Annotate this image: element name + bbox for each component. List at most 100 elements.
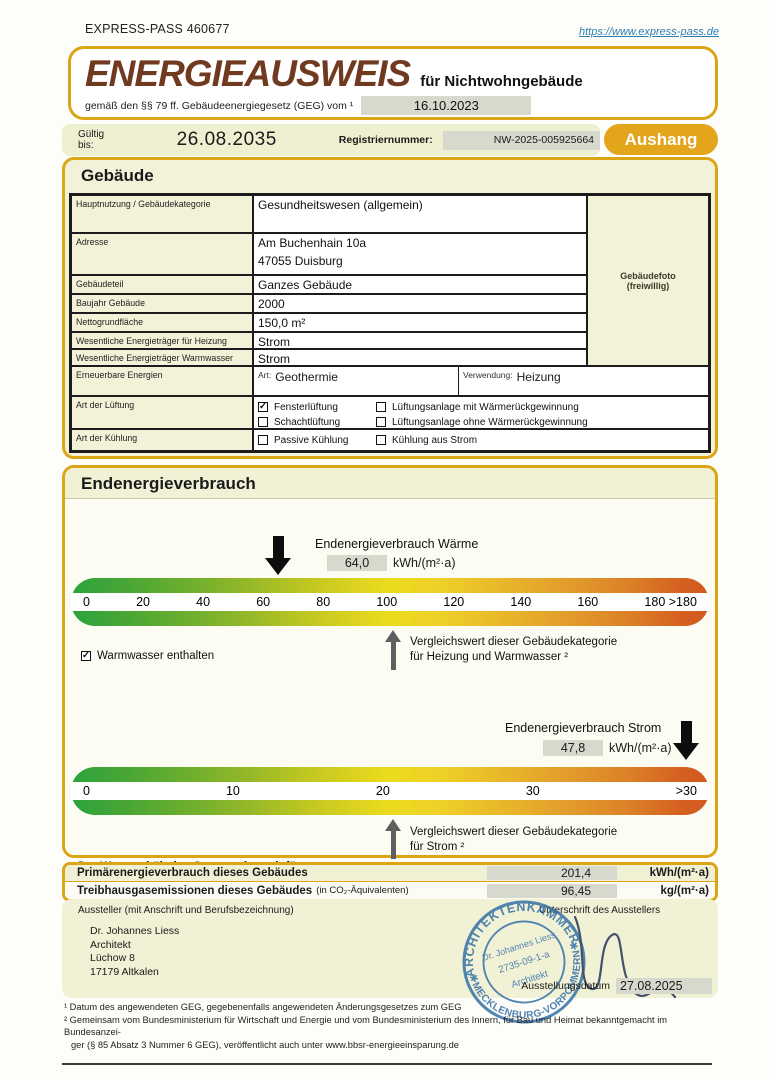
- treibhausgas-row: Treibhausgasemissionen dieses Gebäudes (…: [65, 882, 715, 899]
- row-label-adresse: Adresse: [71, 233, 253, 275]
- waerme-value-line: 64,0 kWh/(m²·a): [327, 555, 456, 571]
- row-label-gebaeudeteil: Gebäudeteil: [71, 275, 253, 294]
- section-endenergieverbrauch: Endenergieverbrauch Endenergieverbrauch …: [62, 465, 718, 890]
- checkbox-kuehlung-aus-waerme: Kühlung aus Wärme: [376, 448, 706, 451]
- checkbox-icon: [376, 450, 386, 451]
- address-line-2: 47055 Duisburg: [258, 254, 343, 268]
- strom-unit: kWh/(m²·a): [609, 741, 672, 755]
- ausstellungsdatum-label: Ausstellungsdatum: [521, 980, 610, 992]
- endenergie-body: Endenergieverbrauch Wärme 64,0 kWh/(m²·a…: [65, 499, 715, 890]
- footnote-2: ² Gemeinsam vom Bundesministerium für Wi…: [64, 1014, 668, 1038]
- waerme-scale-ticks: 0 20 40 60 80 100 120 140 160 180 >180: [71, 593, 709, 611]
- footnote-1: ¹ Datum des angewendeten GEG, gegebenenf…: [64, 1002, 462, 1012]
- section-gebaeude: Gebäude Hauptnutzung / Gebäudekategorie …: [62, 157, 718, 459]
- top-header-row: EXPRESS-PASS 460677 https://www.express-…: [85, 20, 719, 38]
- row-value-kuehlung: Passive Kühlung Kühlung aus Strom Gelief…: [253, 429, 709, 451]
- strom-value-arrow-icon: [673, 721, 699, 760]
- aussteller-label: Aussteller (mit Anschrift und Berufsbeze…: [78, 905, 294, 916]
- row-label-energietraeger-warmwasser: Wesentliche Energieträger Warmwasser: [71, 349, 253, 366]
- gebaeude-section-title: Gebäude: [81, 166, 154, 185]
- row-value-hauptnutzung: Gesundheitswesen (allgemein): [253, 195, 587, 233]
- unterschrift-label: Unterschrift des Ausstellers: [539, 905, 661, 916]
- checkbox-checked-icon: ✓: [258, 401, 268, 412]
- row-label-kuehlung: Art der Kühlung: [71, 429, 253, 451]
- gebaeude-table: Hauptnutzung / Gebäudekategorie Gesundhe…: [69, 193, 711, 453]
- strom-scale-bar: 0 10 20 30 >30: [71, 767, 709, 815]
- validity-strip: Gültig bis: 26.08.2035 Registriernummer:…: [62, 124, 600, 156]
- checkbox-warmwasser-enthalten: ✓ Warmwasser enthalten: [81, 650, 215, 662]
- art-value: Geothermie: [275, 370, 338, 384]
- checkbox-icon: [258, 417, 268, 427]
- checkbox-checked-icon: ✓: [81, 650, 91, 661]
- checkbox-icon: [376, 435, 386, 445]
- website-link[interactable]: https://www.express-pass.de: [578, 26, 719, 38]
- footnote-2-continued: ger (§ 85 Absatz 3 Nummer 6 GEG), veröff…: [71, 1039, 459, 1050]
- checkbox-fensterlueftung: ✓ Fensterlüftung: [258, 401, 338, 413]
- section-aussteller: Aussteller (mit Anschrift und Berufsbeze…: [62, 887, 718, 1037]
- checkbox-icon: [376, 417, 386, 427]
- strom-comparison-arrow-icon: [385, 819, 401, 859]
- ausstellungsdatum-line: Ausstellungsdatum 27.08.2025: [521, 978, 712, 994]
- waerme-comparison-text: Vergleichswert dieser Gebäudekategorie f…: [410, 636, 618, 663]
- svg-text:Dr. Johannes Liess: Dr. Johannes Liess: [481, 930, 557, 963]
- aussteller-signature: [573, 915, 677, 999]
- row-value-baujahr: 2000: [253, 294, 587, 313]
- row-value-gebaeudeteil: Ganzes Gebäude: [253, 275, 587, 294]
- row-label-lueftung: Art der Lüftung: [71, 396, 253, 429]
- valid-until-date: 26.08.2035: [176, 129, 277, 150]
- checkbox-icon: [376, 402, 386, 412]
- row-value-nettogrundflaeche: 150,0 m²: [253, 313, 587, 332]
- row-label-energietraeger-heizung: Wesentliche Energieträger für Heizung: [71, 332, 253, 349]
- strom-value-highlight: 47,8: [543, 740, 603, 756]
- checkbox-icon: [258, 450, 268, 451]
- checkbox-gelieferte-kaelte: Gelieferte Kälte: [258, 448, 376, 451]
- row-label-hauptnutzung: Hauptnutzung / Gebäudekategorie: [71, 195, 253, 233]
- svg-text:✱: ✱: [468, 972, 480, 986]
- endenergie-section-title: Endenergieverbrauch: [65, 468, 715, 499]
- strom-value-line: 47,8 kWh/(m²·a): [543, 740, 672, 756]
- subtitle: für Nichtwohngebäude: [420, 73, 583, 90]
- checkbox-icon: [258, 435, 268, 445]
- erneuerbare-art-cell: Art: Geothermie: [254, 367, 459, 395]
- treibhausgas-suffix: (in CO₂-Äquivalenten): [316, 885, 409, 896]
- waerme-unit: kWh/(m²·a): [393, 556, 456, 570]
- gebaeudefoto-placeholder: Gebäudefoto (freiwillig): [587, 195, 709, 366]
- svg-text:2735-09-1-a: 2735-09-1-a: [497, 949, 551, 976]
- checkbox-lueftungsanlage-ohne-wrg: Lüftungsanlage ohne Wärmerückgewinnung: [376, 415, 706, 428]
- strom-scale-ticks: 0 10 20 30 >30: [71, 782, 709, 800]
- treibhausgas-label: Treibhausgasemissionen dieses Gebäudes: [77, 884, 313, 897]
- aushang-badge: Aushang: [604, 124, 718, 155]
- registration-number-label: Registriernummer:: [338, 134, 433, 146]
- ausstellungsdatum-value: 27.08.2025: [616, 978, 712, 994]
- registration-number: NW-2025-005925664: [493, 134, 594, 146]
- checkbox-passive-kuehlung: Passive Kühlung: [258, 433, 376, 447]
- aussteller-address: Dr. Johannes Liess Architekt Lüchow 8 17…: [90, 925, 180, 978]
- primaerenergie-unit: kWh/(m²·a): [649, 867, 709, 879]
- law-reference: gemäß den §§ 79 ff. Gebäudeenergiegesetz…: [85, 99, 354, 112]
- footnotes: ¹ Datum des angewendeten GEG, gegebenenf…: [64, 1001, 724, 1051]
- page-bottom-edge: [62, 1063, 712, 1065]
- checkbox-schachtlueftung: Schachtlüftung: [258, 415, 376, 428]
- title-box: ENERGIEAUSWEIS für Nichtwohngebäude gemä…: [68, 46, 718, 120]
- row-value-adresse: Am Buchenhain 10a 47055 Duisburg: [253, 233, 587, 275]
- law-date-highlight: 16.10.2023: [361, 96, 532, 115]
- row-label-baujahr: Baujahr Gebäude: [71, 294, 253, 313]
- verwendung-label: Verwendung:: [463, 370, 513, 380]
- address-line-1: Am Buchenhain 10a: [258, 236, 367, 250]
- waerme-comparison-arrow-icon: [385, 630, 401, 670]
- main-title: ENERGIEAUSWEIS: [85, 53, 411, 94]
- document-number: EXPRESS-PASS 460677: [85, 22, 230, 36]
- row-label-nettogrundflaeche: Nettogrundfläche: [71, 313, 253, 332]
- strom-label: Endenergieverbrauch Strom: [505, 721, 662, 735]
- art-label: Art:: [258, 370, 272, 380]
- checkbox-kuehlung-aus-strom: Kühlung aus Strom: [376, 433, 706, 447]
- waerme-label: Endenergieverbrauch Wärme: [315, 537, 479, 551]
- waerme-value-highlight: 64,0: [327, 555, 387, 571]
- row-value-erneuerbare: Art: Geothermie Verwendung: Heizung: [253, 366, 709, 396]
- checkbox-lueftungsanlage-mit-wrg: Lüftungsanlage mit Wärmerückgewinnung: [376, 400, 706, 414]
- row-label-erneuerbare: Erneuerbare Energien: [71, 366, 253, 396]
- treibhausgas-unit: kg/(m²·a): [660, 884, 709, 897]
- waerme-value-arrow-icon: [265, 536, 291, 575]
- verwendung-value: Heizung: [516, 370, 561, 384]
